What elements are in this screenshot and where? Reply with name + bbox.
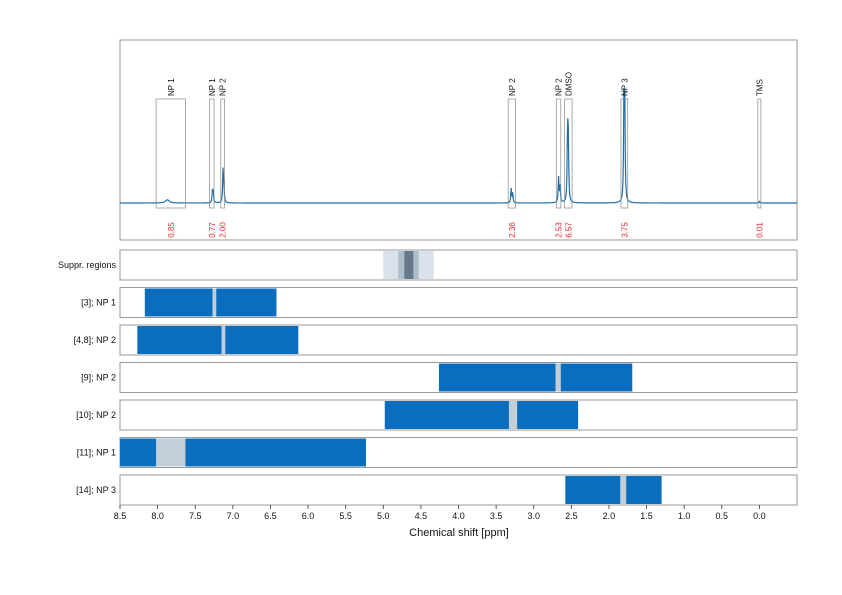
integral-value: 3.75 — [620, 222, 629, 238]
x-tick-label: 0.0 — [753, 511, 766, 521]
row-panel: [11]; NP 1 — [77, 437, 798, 468]
integral-value: 6.57 — [564, 222, 573, 238]
integral-value: 2.00 — [219, 222, 228, 238]
x-tick-label: 0.5 — [716, 511, 729, 521]
x-tick-label: 2.0 — [603, 511, 616, 521]
integral-value: 0.01 — [755, 222, 764, 238]
integral-value: 0.85 — [167, 222, 176, 238]
x-tick-label: 3.5 — [490, 511, 503, 521]
row-gap — [221, 326, 226, 354]
peak-box — [555, 98, 562, 209]
x-tick-label: 4.0 — [452, 511, 465, 521]
row-bar — [438, 363, 633, 392]
peak-box — [507, 98, 517, 209]
x-tick-label: 8.0 — [151, 511, 164, 521]
spectrum-frame — [119, 39, 798, 241]
peak-box — [620, 98, 629, 209]
x-tick-label: 2.5 — [565, 511, 578, 521]
x-tick-label: 1.5 — [640, 511, 653, 521]
row-gap — [620, 476, 627, 504]
row-gap — [508, 401, 518, 429]
row-frame — [119, 249, 798, 281]
peak-label: TMS — [755, 79, 764, 96]
row-label: [9]; NP 2 — [81, 373, 116, 383]
peak-box — [757, 98, 762, 209]
integral-value: 2.53 — [555, 222, 564, 238]
x-tick-label: 7.5 — [189, 511, 202, 521]
x-tick-label: 3.0 — [527, 511, 540, 521]
x-tick-label: 6.0 — [302, 511, 315, 521]
row-label: [10]; NP 2 — [76, 410, 116, 420]
peak-box — [155, 98, 186, 209]
row-panel: Suppr. regions — [58, 249, 798, 281]
peak-label: NP 2 — [508, 78, 517, 96]
row-gap — [212, 288, 217, 317]
peak-label: NP 2 — [555, 78, 564, 96]
row-label: [4,8]; NP 2 — [74, 335, 116, 345]
peak-label: DMSO — [564, 72, 573, 96]
peak-box — [564, 98, 573, 209]
row-panel: [3]; NP 1 — [81, 287, 798, 318]
peak-label: NP 2 — [219, 78, 228, 96]
peak-box — [209, 98, 215, 209]
peak-label: NP 1 — [208, 78, 217, 96]
x-tick-label: 4.5 — [415, 511, 428, 521]
peak-box — [220, 98, 225, 209]
row-label: [11]; NP 1 — [77, 448, 116, 458]
row-bar — [565, 476, 662, 504]
peak-label: NP 1 — [167, 78, 176, 96]
x-tick-label: 8.5 — [114, 511, 127, 521]
row-panel: [14]; NP 3 — [76, 474, 798, 506]
row-label: [14]; NP 3 — [76, 485, 116, 495]
row-panels: Suppr. regions [3]; NP 1 [4,8]; NP 2 [9]; N… — [58, 249, 798, 506]
row-panel: [10]; NP 2 — [76, 399, 798, 431]
integral-value: 0.77 — [208, 222, 217, 238]
row-gap — [156, 438, 186, 467]
x-tick-label: 7.0 — [227, 511, 240, 521]
x-tick-label: 5.5 — [339, 511, 352, 521]
row-bar — [137, 326, 299, 354]
x-tick-label: 6.5 — [264, 511, 277, 521]
row-panel: [4,8]; NP 2 — [74, 324, 798, 356]
row-label: Suppr. regions — [58, 260, 117, 270]
row-frame — [119, 474, 798, 506]
integral-value: 2.36 — [508, 222, 517, 238]
row-bar — [144, 288, 277, 317]
x-tick-label: 5.0 — [377, 511, 390, 521]
peak-label: NP 3 — [620, 78, 629, 96]
row-gap — [555, 363, 561, 392]
x-tick-label: 1.0 — [678, 511, 691, 521]
spectrum-line — [120, 87, 797, 204]
x-axis: 8.5 8.0 7.5 7.0 6.5 6.0 5.5 5.0 4.5 4.0 3.5 3.0 2.5 2… — [114, 505, 766, 521]
row-bar — [384, 401, 579, 429]
row-panel: [9]; NP 2 — [81, 362, 798, 393]
suppression-inner — [404, 251, 414, 279]
spectrum-panel: NP 1 0.85 NP 1 0.77 NP 2 2.00 NP 2 2.36 NP 2 2.53… — [119, 39, 798, 241]
x-axis-label: Chemical shift [ppm] — [409, 527, 509, 539]
row-label: [3]; NP 1 — [81, 298, 116, 308]
